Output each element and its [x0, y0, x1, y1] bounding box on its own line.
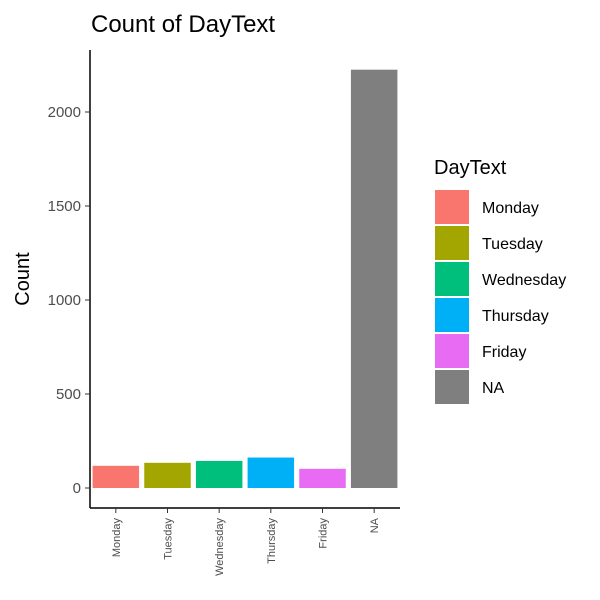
x-tick-label: NA — [369, 517, 381, 533]
bar-thursday — [247, 457, 295, 488]
legend-key-thursday — [435, 298, 469, 332]
y-tick-label: 2000 — [48, 104, 81, 121]
x-tick-label: Wednesday — [214, 518, 226, 576]
x-tick-label: Thursday — [266, 518, 278, 564]
legend-label: Monday — [482, 200, 539, 217]
legend-key-tuesday — [435, 226, 469, 260]
y-tick-label: 1000 — [48, 292, 81, 309]
legend-label: Tuesday — [482, 236, 543, 253]
x-tick-label: Monday — [111, 518, 123, 558]
x-tick-label: Friday — [318, 518, 330, 549]
legend-label: Thursday — [482, 308, 549, 325]
legend-key-friday — [435, 334, 469, 368]
x-tick-label: Tuesday — [163, 518, 175, 560]
y-axis-title: Count — [12, 252, 34, 306]
bar-na — [350, 69, 398, 488]
bar-friday — [299, 468, 346, 488]
y-tick-label: 500 — [56, 386, 81, 403]
y-tick-label: 1500 — [48, 198, 81, 215]
plot-area: 0 500 1000 1500 2000 Monday Tuesday Wednesday Th… — [48, 50, 400, 576]
legend-key-monday — [435, 190, 469, 224]
legend-key-na — [435, 370, 469, 404]
bar-monday — [92, 465, 140, 488]
chart-title: Count of DayText — [91, 11, 275, 38]
y-tick-label: 0 — [73, 480, 81, 497]
legend: DayText Monday Tuesday Wednesday Thursday Fr… — [434, 157, 566, 404]
legend-title: DayText — [434, 157, 507, 179]
legend-label: Friday — [482, 344, 526, 361]
bar-tuesday — [144, 462, 191, 488]
legend-label: NA — [482, 380, 505, 397]
legend-key-wednesday — [435, 262, 469, 296]
bar-wednesday — [195, 460, 243, 488]
legend-label: Wednesday — [482, 272, 566, 289]
